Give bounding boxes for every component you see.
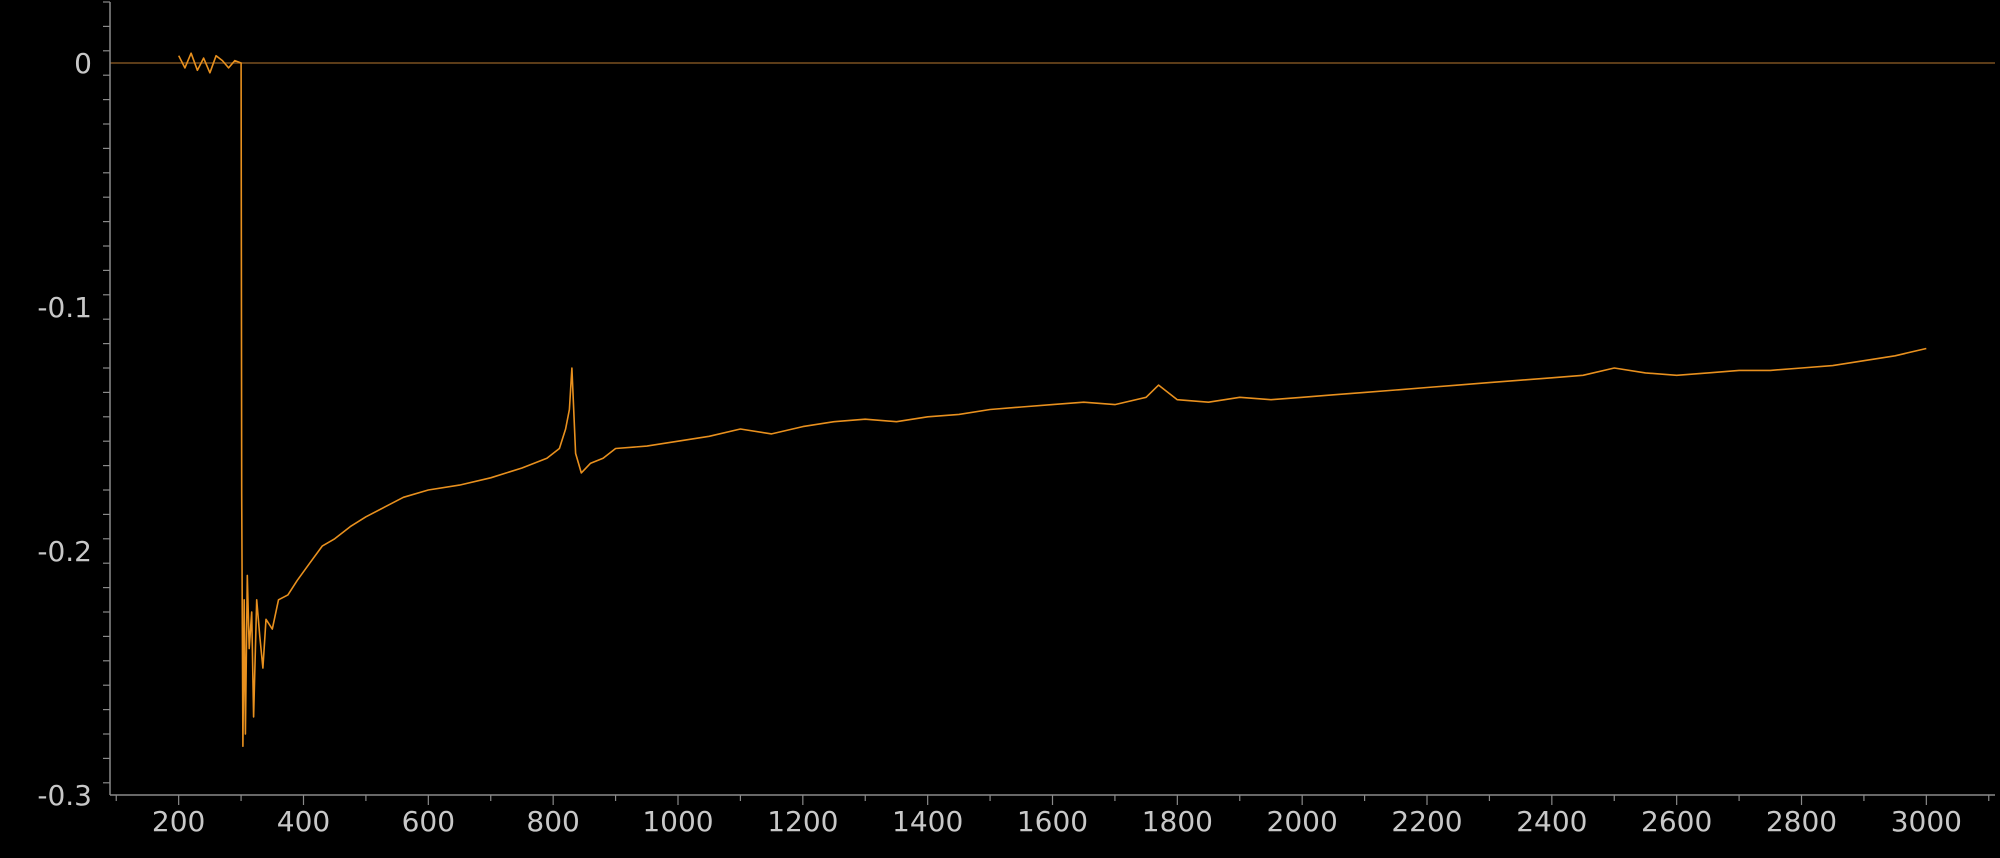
x-tick-label: 1200 <box>767 805 838 838</box>
y-tick-label: 0 <box>74 47 92 80</box>
tick-labels: 200 400 600 800 1000 1200 1400 1600 1800 2000 2200… <box>37 47 1962 838</box>
x-tick-label: 400 <box>277 805 330 838</box>
x-tick-label: 1800 <box>1142 805 1213 838</box>
x-tick-label: 200 <box>152 805 205 838</box>
series-layer <box>177 52 1927 747</box>
x-tick-label: 1600 <box>1017 805 1088 838</box>
x-tick-label: 1000 <box>642 805 713 838</box>
x-tick-label: 2800 <box>1766 805 1837 838</box>
y-tick-label: -0.1 <box>37 291 92 324</box>
axes <box>103 1 1995 805</box>
x-tick-label: 1400 <box>892 805 963 838</box>
x-tick-label: 2600 <box>1641 805 1712 838</box>
x-tick-label: 2000 <box>1267 805 1338 838</box>
y-tick-label: -0.3 <box>37 779 92 812</box>
x-tick-label: 2200 <box>1391 805 1462 838</box>
x-tick-label: 2400 <box>1516 805 1587 838</box>
x-tick-label: 800 <box>526 805 579 838</box>
series-line-0 <box>177 52 1927 747</box>
x-tick-label: 600 <box>402 805 455 838</box>
y-tick-label: -0.2 <box>37 535 92 568</box>
x-tick-label: 3000 <box>1891 805 1962 838</box>
